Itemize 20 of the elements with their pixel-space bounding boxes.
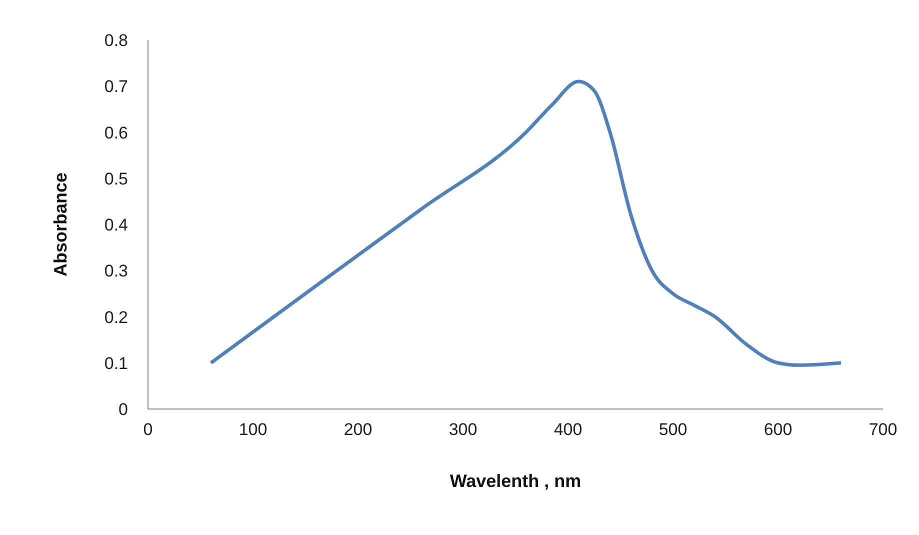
y-tick-label: 0.3 (104, 262, 128, 281)
x-tick-label: 500 (658, 420, 688, 440)
x-axis-title: Wavelenth , nm (450, 471, 582, 491)
x-tick-label: 300 (448, 420, 478, 440)
line-series (209, 80, 843, 367)
y-tick-label: 0.5 (104, 169, 128, 188)
y-tick-label: 0.1 (104, 354, 128, 373)
y-tick-label: 0.2 (104, 308, 128, 327)
y-tick-label: 0.8 (104, 31, 128, 50)
x-tick-label: 0 (143, 420, 153, 440)
x-tick-label: 700 (868, 420, 898, 440)
x-tick-label: 400 (554, 420, 582, 440)
y-tick-label: 0 (118, 400, 128, 420)
x-tick-label: 600 (764, 420, 792, 440)
y-tick-label: 0.7 (104, 77, 128, 96)
y-tick-label: 0.6 (104, 123, 128, 142)
x-tick-label: 100 (238, 420, 268, 440)
x-tick-label: 200 (344, 420, 372, 440)
y-tick-label: 0.4 (104, 216, 128, 235)
y-axis-title: Absorbance (50, 172, 70, 277)
